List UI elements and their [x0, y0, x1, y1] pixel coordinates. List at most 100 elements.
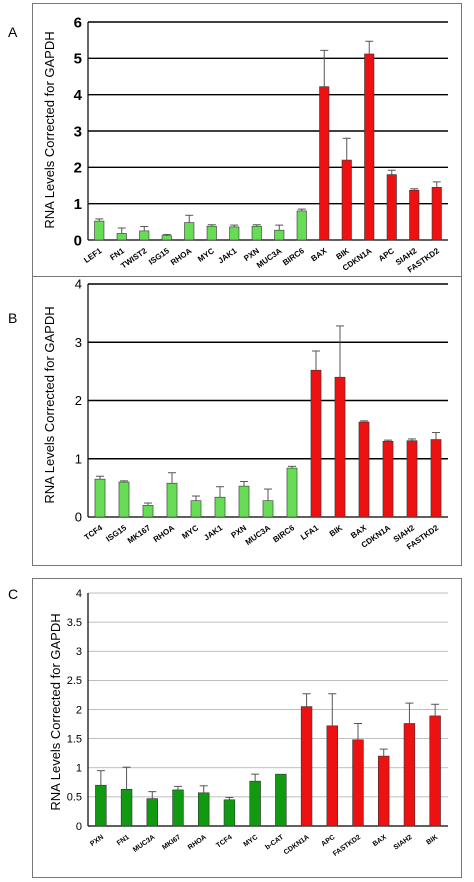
bar-tcf4 [94, 478, 106, 518]
bar-muc3a [274, 229, 285, 241]
x-tick-label: JAK1 [216, 246, 238, 265]
y-tick-label: 1.5 [67, 733, 82, 745]
bar-rhoa [166, 482, 178, 518]
bar-rhoa [198, 792, 210, 827]
y-tick-label: 3 [74, 123, 82, 140]
x-tick-label: MUC3A [255, 246, 284, 270]
bar-rhoa [184, 222, 195, 241]
y-tick-label: 2 [74, 160, 82, 177]
x-tick-label: MKI67 [161, 834, 182, 852]
x-tick-label: MYC [180, 523, 200, 541]
bar-isg15 [118, 481, 130, 518]
bar-pxn [251, 225, 262, 241]
bar-muc3a [146, 798, 158, 827]
y-tick-label: 0 [75, 510, 82, 525]
y-tick-label: 4 [76, 588, 82, 600]
bar-b-cat [275, 773, 287, 827]
bar-tcf4 [223, 799, 236, 827]
panel-label-c: C [8, 586, 19, 602]
y-tick-label: 3 [76, 646, 82, 658]
y-tick-label: 3 [75, 335, 82, 350]
bar-birc6 [286, 467, 298, 518]
panel-label-a: A [8, 24, 18, 40]
bar-muc3a [262, 500, 274, 518]
x-tick-label: SIAH2 [393, 834, 414, 852]
y-tick-label: 1 [74, 196, 82, 213]
x-tick-label: MUC3A [244, 523, 273, 547]
bar-bax [319, 86, 330, 241]
x-tick-label: LFA1 [299, 523, 321, 542]
bar-bik [334, 376, 346, 518]
y-tick-label: 6 [74, 14, 82, 31]
y-tick-label: 4 [75, 277, 82, 292]
panel-b-frame [32, 276, 462, 566]
y-axis-label: RNA Levels Corrected for GAPDH [42, 31, 57, 228]
panel-c-frame [32, 578, 462, 878]
x-tick-label: BIRC6 [271, 523, 296, 544]
chart-a: 0 1 2 3 4 5 6 RNA Levels Corrected for GAPDH LEF… [42, 14, 448, 275]
bar-isg15 [161, 235, 172, 241]
x-tick-label: TWIST2 [119, 246, 149, 271]
bar-birc6 [296, 210, 307, 241]
y-tick-label: 5 [74, 51, 82, 68]
bar-cdkn1a [300, 706, 313, 827]
bar-myc [190, 500, 202, 518]
y-tick-label: 0 [74, 232, 82, 249]
x-tick-label: LEF1 [82, 246, 104, 265]
bar-siah2 [409, 189, 420, 241]
bar-apc [386, 174, 397, 241]
x-tick-label: BAX [372, 834, 388, 848]
bar-myc [249, 780, 261, 827]
x-tick-label: CDKN1A [283, 834, 311, 856]
x-tick-label: ISG15 [104, 523, 128, 544]
bar-apc [326, 725, 338, 827]
y-tick-label: 4 [74, 87, 83, 104]
bar-jak1 [214, 496, 226, 518]
bar-bik [341, 159, 352, 241]
x-tick-label: MK167 [126, 523, 153, 545]
bar-jak1 [229, 226, 240, 241]
x-tick-label: MYC [243, 834, 260, 849]
bar-fastkd2 [431, 187, 442, 241]
y-tick-label: 1 [75, 451, 82, 466]
bar-mk167 [142, 505, 154, 518]
y-tick-label: 2 [75, 393, 82, 408]
x-tick-label: JAK1 [202, 523, 224, 542]
bar-fastkd2 [430, 439, 442, 518]
bar-bax [378, 755, 390, 827]
bar-siah2 [406, 440, 418, 518]
bar-mki67 [172, 789, 184, 827]
y-tick-label: 3.5 [67, 617, 82, 629]
bar-fastkd2 [352, 739, 364, 827]
x-tick-label: APC [377, 246, 396, 263]
bar-cdkn1a [382, 440, 394, 518]
panel-label-b: B [8, 310, 18, 326]
bar-myc [206, 225, 217, 241]
x-tick-label: TCF4 [215, 834, 233, 850]
x-tick-label: APC [320, 834, 336, 848]
x-tick-label: FN1 [116, 834, 131, 847]
y-tick-label: 0 [76, 821, 82, 833]
x-tick-label: FASTKD2 [332, 834, 362, 858]
bar-pxn [95, 784, 107, 827]
x-tick-label: BIRC6 [281, 246, 306, 267]
x-tick-label: PXN [89, 834, 105, 848]
bar-bik [429, 715, 441, 827]
x-tick-label: BIK [425, 834, 439, 847]
x-tick-label: RHOA [187, 834, 208, 852]
bar-lef1 [94, 220, 105, 241]
x-tick-label: MUC3A [132, 834, 156, 854]
y-tick-label: 2.5 [67, 675, 82, 687]
y-tick-label: 0.5 [67, 792, 82, 804]
bar-cdkn1a [364, 53, 375, 241]
bar-bax [358, 421, 370, 518]
bar-siah2 [403, 723, 416, 827]
bar-fn1 [120, 789, 133, 827]
x-tick-label: BAX [309, 246, 329, 263]
y-axis-label: RNA Levels Corrected for GAPDH [48, 613, 63, 810]
chart-c: 0 0.5 1 1.5 2 2.5 3 3.5 4 RNA Levels Corrected fo… [48, 588, 448, 858]
y-tick-label: 1 [76, 763, 82, 775]
x-tick-label: ISG15 [147, 246, 171, 267]
y-axis-label: RNA Levels Corrected for GAPDH [42, 306, 57, 503]
